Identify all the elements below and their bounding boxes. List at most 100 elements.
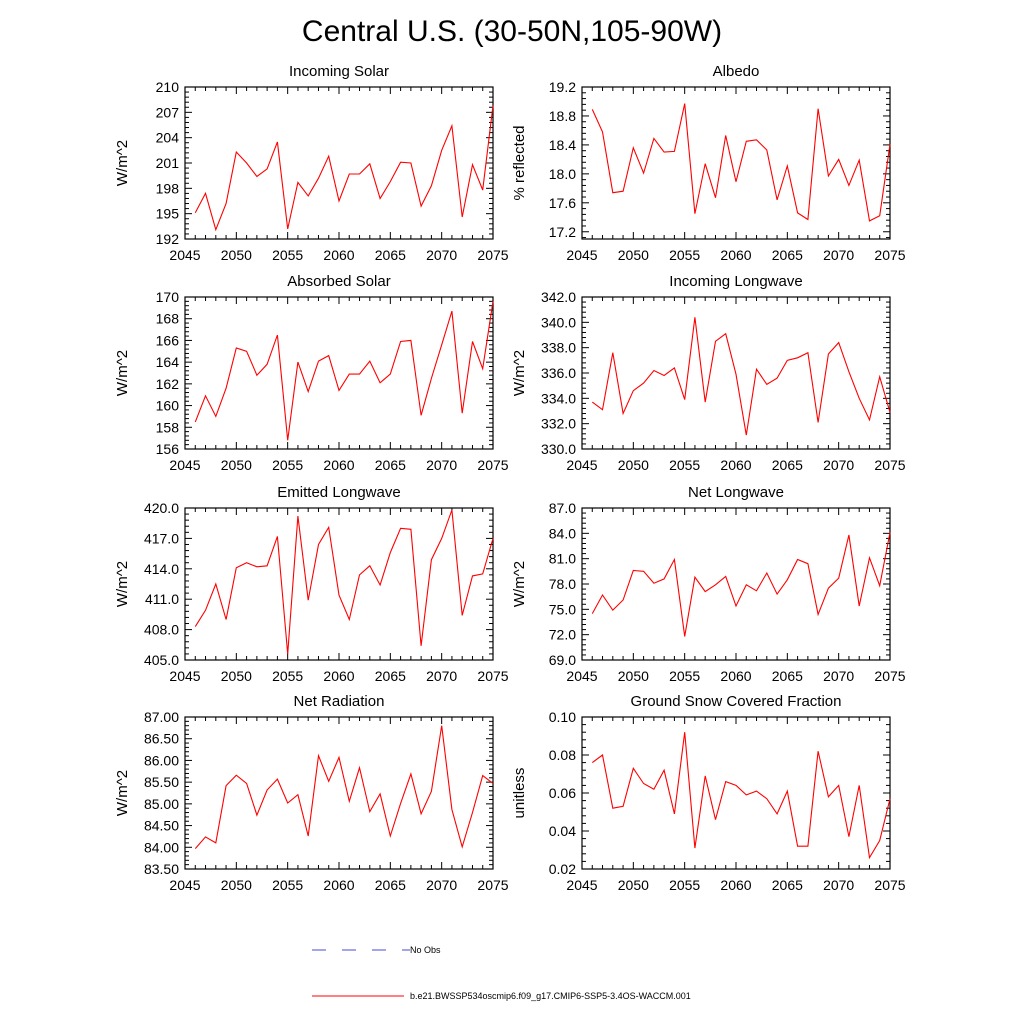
y-tick-label: 201 [156, 155, 180, 171]
x-tick-label: 2075 [874, 877, 905, 893]
x-tick-label: 2050 [618, 247, 649, 263]
y-tick-label: 18.0 [549, 166, 576, 182]
plot-frame [184, 296, 494, 450]
chart-net-longwave: Net Longwave 2045 2050 2055 2060 2065 2070 2075… [511, 484, 906, 684]
x-tick-label: 2055 [669, 457, 700, 473]
panel-title: Emitted Longwave [277, 484, 400, 501]
x-tick-label: 2065 [772, 877, 803, 893]
y-tick-label: 334.0 [541, 390, 576, 406]
plot-frame [581, 716, 891, 870]
x-tick-label: 2050 [618, 457, 649, 473]
y-tick-label: 0.06 [549, 785, 576, 801]
y-tick-label: 75.0 [549, 601, 576, 617]
chart-albedo: Albedo 2045 2050 2055 2060 2065 2070 2075 17.2 17… [511, 63, 906, 263]
y-tick-label: 85.50 [144, 774, 179, 790]
y-axis-label: W/m^2 [114, 140, 131, 186]
x-tick-label: 2055 [669, 877, 700, 893]
panel-title: Ground Snow Covered Fraction [631, 693, 842, 710]
x-tick-label: 2055 [272, 247, 303, 263]
series-line-net-radiation [194, 725, 494, 849]
x-tick-label: 2050 [618, 668, 649, 684]
series-line-emitted-longwave [194, 509, 494, 654]
x-tick-label: 2070 [823, 247, 854, 263]
y-tick-label: 19.2 [549, 79, 576, 95]
panel-title: Net Radiation [294, 693, 385, 710]
series-line-absorbed-solar [194, 301, 494, 441]
chart-emitted-longwave: Emitted Longwave 2045 2050 2055 2060 2065 2070… [114, 484, 509, 684]
x-tick-label: 2065 [375, 247, 406, 263]
y-tick-label: 338.0 [541, 340, 576, 356]
y-tick-label: 164 [156, 354, 180, 370]
x-tick-label: 2075 [874, 668, 905, 684]
x-tick-label: 2075 [874, 457, 905, 473]
y-tick-label: 83.50 [144, 861, 179, 877]
x-tick-label: 2060 [720, 457, 751, 473]
y-tick-label: 405.0 [144, 652, 179, 668]
series-line-albedo [591, 103, 891, 222]
y-tick-label: 87.0 [549, 500, 576, 516]
plot-frame [184, 86, 494, 240]
x-tick-label: 2060 [323, 457, 354, 473]
x-tick-label: 2065 [772, 668, 803, 684]
y-tick-label: 342.0 [541, 289, 576, 305]
y-tick-label: 72.0 [549, 627, 576, 643]
panel-title: Absorbed Solar [287, 273, 390, 290]
x-tick-label: 2050 [221, 457, 252, 473]
x-tick-label: 2070 [426, 668, 457, 684]
y-tick-label: 87.00 [144, 709, 179, 725]
x-tick-label: 2045 [566, 668, 597, 684]
legend: No Obs b.e21.BWSSP534oscmip6.f09_g17.CMI… [312, 945, 691, 1001]
x-tick-label: 2065 [375, 668, 406, 684]
x-tick-label: 2050 [221, 877, 252, 893]
y-axis-label: % reflected [511, 125, 528, 200]
y-tick-label: 18.8 [549, 108, 576, 124]
x-tick-label: 2065 [772, 247, 803, 263]
y-axis-label: unitless [511, 768, 528, 819]
y-tick-label: 166 [156, 332, 180, 348]
x-tick-label: 2055 [669, 668, 700, 684]
y-tick-label: 86.50 [144, 731, 179, 747]
y-tick-label: 411.0 [145, 591, 179, 607]
y-tick-label: 78.0 [549, 576, 576, 592]
y-tick-label: 417.0 [144, 530, 179, 546]
x-tick-label: 2055 [669, 247, 700, 263]
series-line-incoming-solar [194, 105, 494, 232]
x-tick-label: 2070 [823, 877, 854, 893]
x-tick-label: 2060 [323, 877, 354, 893]
y-tick-label: 332.0 [541, 416, 576, 432]
x-tick-label: 2065 [772, 457, 803, 473]
y-tick-label: 198 [156, 180, 180, 196]
y-tick-label: 340.0 [541, 314, 576, 330]
y-tick-label: 17.6 [549, 195, 576, 211]
plot-frame [184, 507, 494, 661]
series-line-incoming-longwave [591, 317, 891, 436]
y-tick-label: 408.0 [144, 622, 179, 638]
y-tick-label: 192 [156, 231, 180, 247]
y-tick-label: 81.0 [549, 551, 576, 567]
legend-model-label: b.e21.BWSSP534oscmip6.f09_g17.CMIP6-SSP5… [410, 991, 691, 1001]
x-tick-label: 2070 [823, 668, 854, 684]
y-tick-label: 204 [156, 130, 180, 146]
x-tick-label: 2060 [720, 247, 751, 263]
x-tick-label: 2055 [272, 877, 303, 893]
chart-ground-snow-covered-fraction: Ground Snow Covered Fraction 2045 2050 2055… [511, 693, 906, 893]
chart-incoming-longwave: Incoming Longwave 2045 2050 2055 2060 2065 207… [511, 273, 906, 473]
x-tick-label: 2065 [375, 877, 406, 893]
y-axis-label: W/m^2 [114, 770, 131, 816]
y-axis-label: W/m^2 [511, 561, 528, 607]
plot-frame [184, 716, 494, 870]
y-tick-label: 86.00 [144, 752, 179, 768]
y-tick-label: 170 [156, 289, 180, 305]
y-tick-label: 17.2 [549, 224, 576, 240]
x-tick-label: 2045 [566, 247, 597, 263]
figure-title: Central U.S. (30-50N,105-90W) [302, 15, 722, 48]
x-tick-label: 2075 [477, 668, 508, 684]
x-tick-label: 2075 [874, 247, 905, 263]
x-tick-label: 2045 [169, 247, 200, 263]
y-tick-label: 195 [156, 206, 180, 222]
y-tick-label: 0.04 [549, 823, 576, 839]
x-tick-label: 2070 [426, 247, 457, 263]
y-tick-label: 0.02 [549, 861, 576, 877]
x-tick-label: 2050 [221, 247, 252, 263]
x-tick-label: 2045 [169, 877, 200, 893]
